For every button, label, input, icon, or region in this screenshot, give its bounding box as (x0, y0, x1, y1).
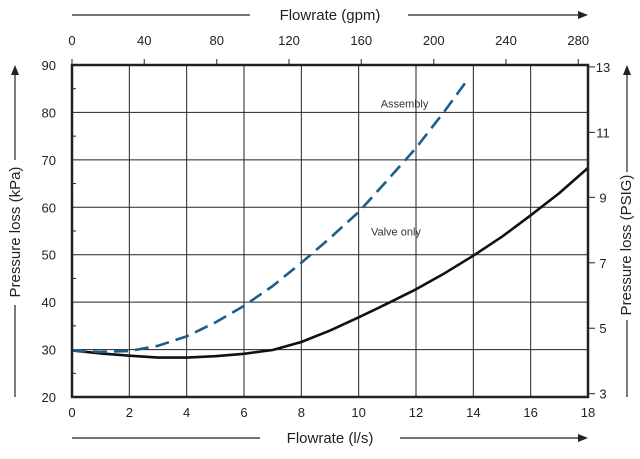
y-axis-label: Pressure loss (kPa) (7, 167, 24, 298)
assembly-series-line (71, 78, 469, 354)
y-tick-label: 60 (42, 200, 56, 215)
y-tick-label: 70 (42, 153, 56, 168)
top-tick-label: 200 (423, 33, 445, 48)
series-annotations: Assembly Valve only (371, 99, 429, 239)
y-tick-label: 90 (42, 58, 56, 73)
x-tick-label: 2 (126, 405, 133, 420)
tick-labels: 0 2 4 6 8 10 12 14 16 18 20 30 40 50 60 70 80 90 0 40 80 120 1… (42, 33, 611, 420)
right-arrow-head (623, 65, 631, 75)
y-tick-label: 30 (42, 343, 56, 358)
chart-frame (70, 59, 595, 399)
x-tick-label: 18 (581, 405, 595, 420)
top-tick-label: 280 (567, 33, 589, 48)
right-tick-label: 13 (596, 60, 610, 75)
right-tick-label: 7 (599, 256, 606, 271)
bottom-arrow-head (578, 434, 588, 442)
top-arrow-head (578, 11, 588, 19)
top-tick-label: 0 (68, 33, 75, 48)
x-tick-label: 12 (409, 405, 423, 420)
top-tick-label: 40 (137, 33, 151, 48)
right-tick-label: 3 (599, 387, 606, 402)
top-tick-label: 120 (278, 33, 300, 48)
x-tick-label: 6 (240, 405, 247, 420)
x-axis-label: Flowrate (l/s) (287, 430, 374, 447)
y-tick-label: 80 (42, 105, 56, 120)
top-tick-label: 240 (495, 33, 517, 48)
plot-border (70, 63, 590, 399)
x-tick-label: 8 (298, 405, 305, 420)
y-tick-label: 40 (42, 295, 56, 310)
x-tick-label: 16 (523, 405, 537, 420)
axis-arrows (11, 11, 631, 442)
right-axis-label: Pressure loss (PSIG) (618, 175, 635, 316)
x-tick-label: 4 (183, 405, 190, 420)
right-tick-label: 5 (599, 321, 606, 336)
top-tick-label: 160 (350, 33, 372, 48)
series-annotation: Valve only (371, 227, 421, 239)
y-tick-label: 20 (42, 390, 56, 405)
right-tick-label: 11 (596, 125, 610, 140)
chart-series (71, 78, 589, 359)
left-arrow-head (11, 65, 19, 75)
x-tick-label: 0 (68, 405, 75, 420)
right-tick-label: 9 (599, 190, 606, 205)
valve-only-series-line (71, 166, 589, 359)
x-tick-label: 10 (351, 405, 365, 420)
series-annotation: Assembly (381, 99, 429, 111)
top-axis-label: Flowrate (gpm) (280, 7, 381, 24)
top-tick-label: 80 (210, 33, 224, 48)
x-tick-label: 14 (466, 405, 480, 420)
y-tick-label: 50 (42, 248, 56, 263)
